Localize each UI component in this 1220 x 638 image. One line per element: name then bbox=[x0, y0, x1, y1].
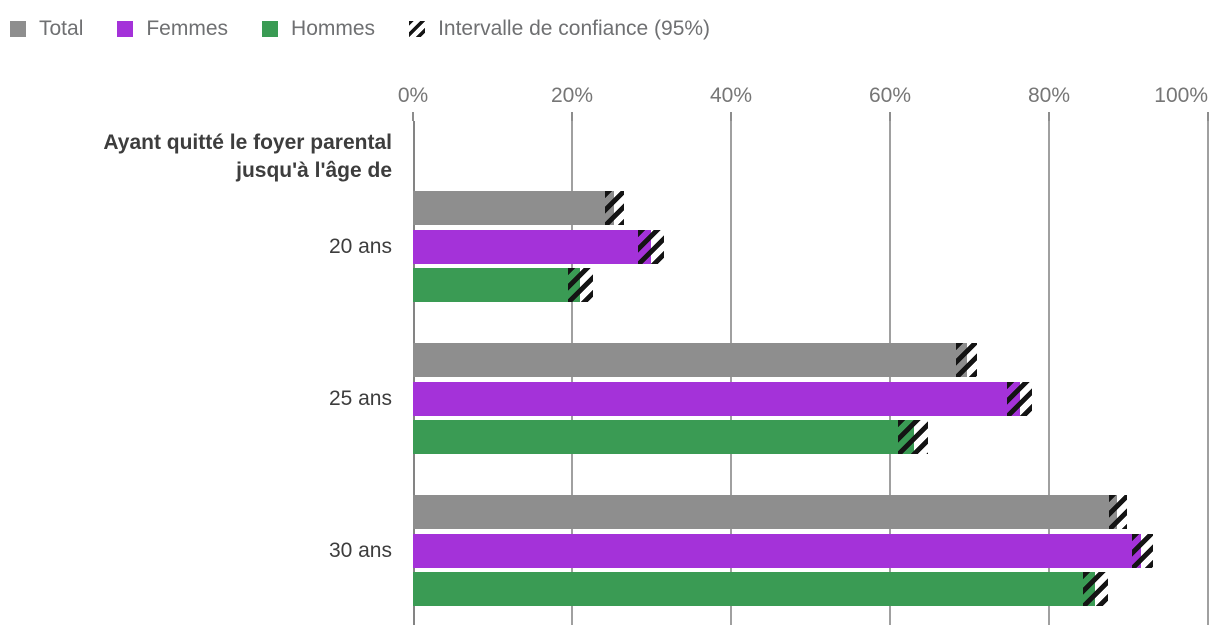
ci-total-20-ans[interactable] bbox=[605, 191, 624, 225]
ci-hommes-20-ans[interactable] bbox=[568, 268, 593, 302]
ci-total-25-ans[interactable] bbox=[955, 343, 978, 377]
x-tick-label-80: 80% bbox=[1027, 84, 1071, 107]
x-tick-label-60: 60% bbox=[868, 84, 912, 107]
legend: Total Femmes Hommes Intervalle de confiance… bbox=[10, 14, 744, 44]
plot-area bbox=[413, 121, 1209, 625]
bar-total-30-ans[interactable] bbox=[413, 495, 1118, 529]
gridline-80 bbox=[1048, 121, 1050, 625]
legend-swatch-femmes bbox=[117, 21, 134, 37]
ci-hommes-25-ans[interactable] bbox=[897, 420, 929, 454]
x-tick-mark-0 bbox=[412, 112, 414, 121]
bar-femmes-25-ans[interactable] bbox=[413, 381, 1021, 416]
legend-label-femmes: Femmes bbox=[146, 17, 229, 40]
legend-item-hommes[interactable]: Hommes bbox=[262, 17, 375, 41]
x-tick-mark-60 bbox=[889, 112, 891, 121]
legend-swatch-hommes bbox=[262, 21, 279, 37]
legend-label-total: Total bbox=[39, 17, 84, 40]
ci-femmes-30-ans[interactable] bbox=[1131, 533, 1154, 568]
x-tick-mark-20 bbox=[571, 112, 573, 121]
x-tick-mark-100 bbox=[1207, 112, 1209, 121]
legend-item-intervalle-de-confiance[interactable]: Intervalle de confiance (95%) bbox=[409, 17, 710, 41]
bar-total-20-ans[interactable] bbox=[413, 191, 615, 225]
category-label-30-ans: 30 ans bbox=[328, 538, 392, 562]
ci-total-30-ans[interactable] bbox=[1108, 495, 1127, 529]
bar-hommes-25-ans[interactable] bbox=[413, 420, 914, 454]
bar-femmes-30-ans[interactable] bbox=[413, 533, 1142, 568]
x-tick-label-100: 100% bbox=[1154, 84, 1208, 107]
legend-item-femmes[interactable]: Femmes bbox=[117, 17, 228, 41]
bar-total-25-ans[interactable] bbox=[413, 343, 968, 377]
bar-hommes-20-ans[interactable] bbox=[413, 268, 580, 302]
y-axis-title: Ayant quitté le foyer parental jusqu'à l… bbox=[0, 129, 392, 185]
ci-femmes-20-ans[interactable] bbox=[637, 229, 665, 264]
bar-hommes-30-ans[interactable] bbox=[413, 572, 1096, 606]
bar-femmes-20-ans[interactable] bbox=[413, 229, 651, 264]
y-axis-title-line2: jusqu'à l'âge de bbox=[236, 159, 392, 182]
x-tick-mark-80 bbox=[1048, 112, 1050, 121]
x-tick-label-40: 40% bbox=[709, 84, 753, 107]
legend-label-hommes: Hommes bbox=[291, 17, 376, 40]
legend-label-intervalle-de-confiance: Intervalle de confiance (95%) bbox=[438, 17, 711, 40]
ci-hommes-30-ans[interactable] bbox=[1083, 572, 1108, 606]
x-tick-label-0: 0% bbox=[397, 84, 429, 107]
x-tick-mark-40 bbox=[730, 112, 732, 121]
legend-item-total[interactable]: Total bbox=[10, 17, 83, 41]
ci-femmes-25-ans[interactable] bbox=[1006, 381, 1033, 416]
legend-swatch-total bbox=[10, 21, 26, 37]
category-label-20-ans: 20 ans bbox=[328, 234, 392, 258]
category-label-25-ans: 25 ans bbox=[328, 386, 392, 410]
gridline-100 bbox=[1207, 121, 1209, 625]
x-tick-label-20: 20% bbox=[550, 84, 594, 107]
y-axis-title-line1: Ayant quitté le foyer parental bbox=[103, 131, 392, 154]
ci-hatch-icon bbox=[409, 21, 426, 37]
